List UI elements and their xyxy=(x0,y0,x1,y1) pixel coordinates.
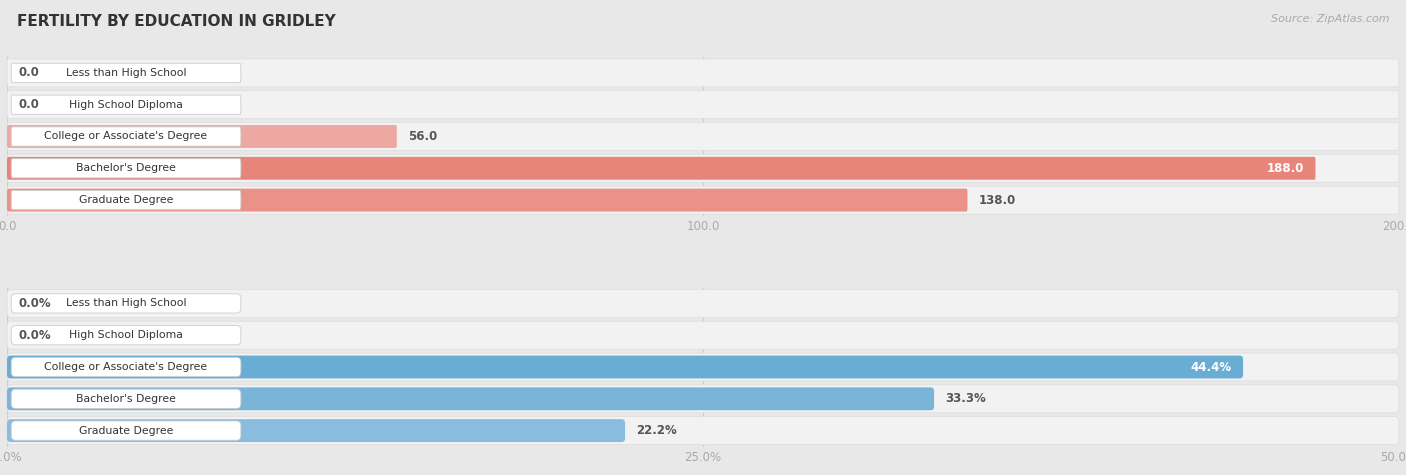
FancyBboxPatch shape xyxy=(7,387,934,410)
FancyBboxPatch shape xyxy=(11,389,240,408)
Text: FERTILITY BY EDUCATION IN GRIDLEY: FERTILITY BY EDUCATION IN GRIDLEY xyxy=(17,14,336,29)
FancyBboxPatch shape xyxy=(7,353,1399,381)
Text: Source: ZipAtlas.com: Source: ZipAtlas.com xyxy=(1271,14,1389,24)
Text: 0.0: 0.0 xyxy=(18,98,39,111)
Text: Less than High School: Less than High School xyxy=(66,68,186,78)
Text: Bachelor's Degree: Bachelor's Degree xyxy=(76,394,176,404)
FancyBboxPatch shape xyxy=(11,325,240,345)
FancyBboxPatch shape xyxy=(7,385,1399,413)
FancyBboxPatch shape xyxy=(11,190,240,209)
FancyBboxPatch shape xyxy=(11,127,240,146)
FancyBboxPatch shape xyxy=(11,357,240,377)
Text: 0.0: 0.0 xyxy=(18,66,39,79)
Text: Graduate Degree: Graduate Degree xyxy=(79,195,173,205)
FancyBboxPatch shape xyxy=(7,186,1399,214)
FancyBboxPatch shape xyxy=(11,294,240,313)
FancyBboxPatch shape xyxy=(11,421,240,440)
Text: 188.0: 188.0 xyxy=(1267,162,1305,175)
FancyBboxPatch shape xyxy=(7,154,1399,182)
Text: 0.0%: 0.0% xyxy=(18,297,51,310)
FancyBboxPatch shape xyxy=(11,63,240,83)
Text: High School Diploma: High School Diploma xyxy=(69,100,183,110)
FancyBboxPatch shape xyxy=(7,419,626,442)
FancyBboxPatch shape xyxy=(7,189,967,211)
Text: College or Associate's Degree: College or Associate's Degree xyxy=(45,132,208,142)
FancyBboxPatch shape xyxy=(11,95,240,114)
FancyBboxPatch shape xyxy=(7,289,1399,317)
FancyBboxPatch shape xyxy=(7,59,1399,87)
Text: 44.4%: 44.4% xyxy=(1191,361,1232,373)
Text: High School Diploma: High School Diploma xyxy=(69,330,183,340)
Text: 138.0: 138.0 xyxy=(979,194,1017,207)
Text: 0.0%: 0.0% xyxy=(18,329,51,342)
FancyBboxPatch shape xyxy=(7,417,1399,445)
Text: 33.3%: 33.3% xyxy=(945,392,986,405)
FancyBboxPatch shape xyxy=(7,125,396,148)
FancyBboxPatch shape xyxy=(7,321,1399,349)
Text: 56.0: 56.0 xyxy=(408,130,437,143)
FancyBboxPatch shape xyxy=(7,157,1316,180)
Text: Bachelor's Degree: Bachelor's Degree xyxy=(76,163,176,173)
Text: Graduate Degree: Graduate Degree xyxy=(79,426,173,436)
Text: College or Associate's Degree: College or Associate's Degree xyxy=(45,362,208,372)
FancyBboxPatch shape xyxy=(7,356,1243,379)
FancyBboxPatch shape xyxy=(7,91,1399,119)
Text: 22.2%: 22.2% xyxy=(636,424,676,437)
FancyBboxPatch shape xyxy=(11,159,240,178)
Text: Less than High School: Less than High School xyxy=(66,298,186,308)
FancyBboxPatch shape xyxy=(7,123,1399,151)
